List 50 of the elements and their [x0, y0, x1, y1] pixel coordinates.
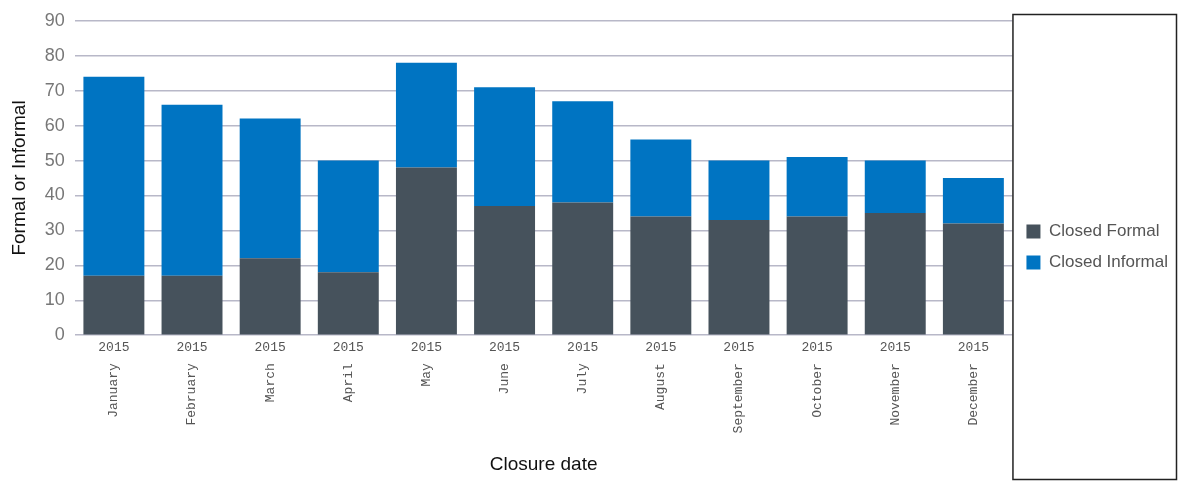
bar: [161, 275, 223, 335]
bar: [552, 101, 614, 203]
bar: [708, 160, 770, 220]
bar: [474, 87, 536, 206]
bar: [317, 272, 379, 335]
bar: [786, 216, 848, 335]
y-tick-label: 10: [44, 289, 65, 310]
legend-label: Closed Informal: [1048, 252, 1169, 272]
bar: [864, 160, 926, 213]
x-axis-title: Closure date: [489, 452, 598, 474]
y-tick-label: 50: [44, 149, 65, 170]
bar: [942, 178, 1004, 224]
x-tick-label: 2015 June: [488, 340, 521, 395]
bar: [395, 62, 457, 168]
bar: [864, 212, 926, 335]
x-tick-label: 2015 April: [332, 340, 364, 403]
y-tick-label: 60: [44, 114, 65, 135]
bar: [630, 216, 692, 335]
x-tick-label: 2015 September: [723, 340, 755, 434]
y-axis-title: Formal or Informal: [7, 100, 29, 256]
x-tick-label: 2015 December: [957, 340, 989, 426]
bar: [161, 104, 223, 276]
bar: [942, 223, 1004, 335]
y-tick-label: 70: [44, 79, 65, 100]
x-tick-label: 2015 January: [98, 340, 130, 418]
bar: [317, 160, 379, 273]
y-tick-label: 90: [44, 9, 65, 30]
bar: [83, 76, 145, 276]
y-tick-label: 80: [44, 44, 65, 65]
bar: [474, 205, 536, 335]
bar: [708, 219, 770, 335]
bar: [83, 275, 145, 335]
x-tick-label: 2015 February: [176, 340, 208, 426]
y-tick-label: 20: [44, 254, 65, 275]
bar: [239, 258, 301, 335]
x-tick-label: 2015 October: [801, 340, 833, 418]
bar: [395, 167, 457, 335]
y-tick-label: 30: [44, 219, 65, 240]
legend-label: Closed Formal: [1048, 221, 1160, 241]
y-tick-label: 40: [44, 184, 65, 205]
x-tick-label: 2015 May: [410, 340, 443, 387]
x-tick-label: 2015 August: [645, 340, 677, 411]
bar: [630, 139, 692, 217]
x-tick-label: 2015 November: [879, 340, 911, 426]
x-tick-label: 2015 March: [254, 340, 286, 403]
bar: [552, 202, 614, 335]
bar: [239, 118, 301, 259]
x-tick-label: 2015 July: [567, 340, 599, 395]
y-tick-label: 0: [54, 324, 65, 345]
bar: [786, 157, 848, 217]
